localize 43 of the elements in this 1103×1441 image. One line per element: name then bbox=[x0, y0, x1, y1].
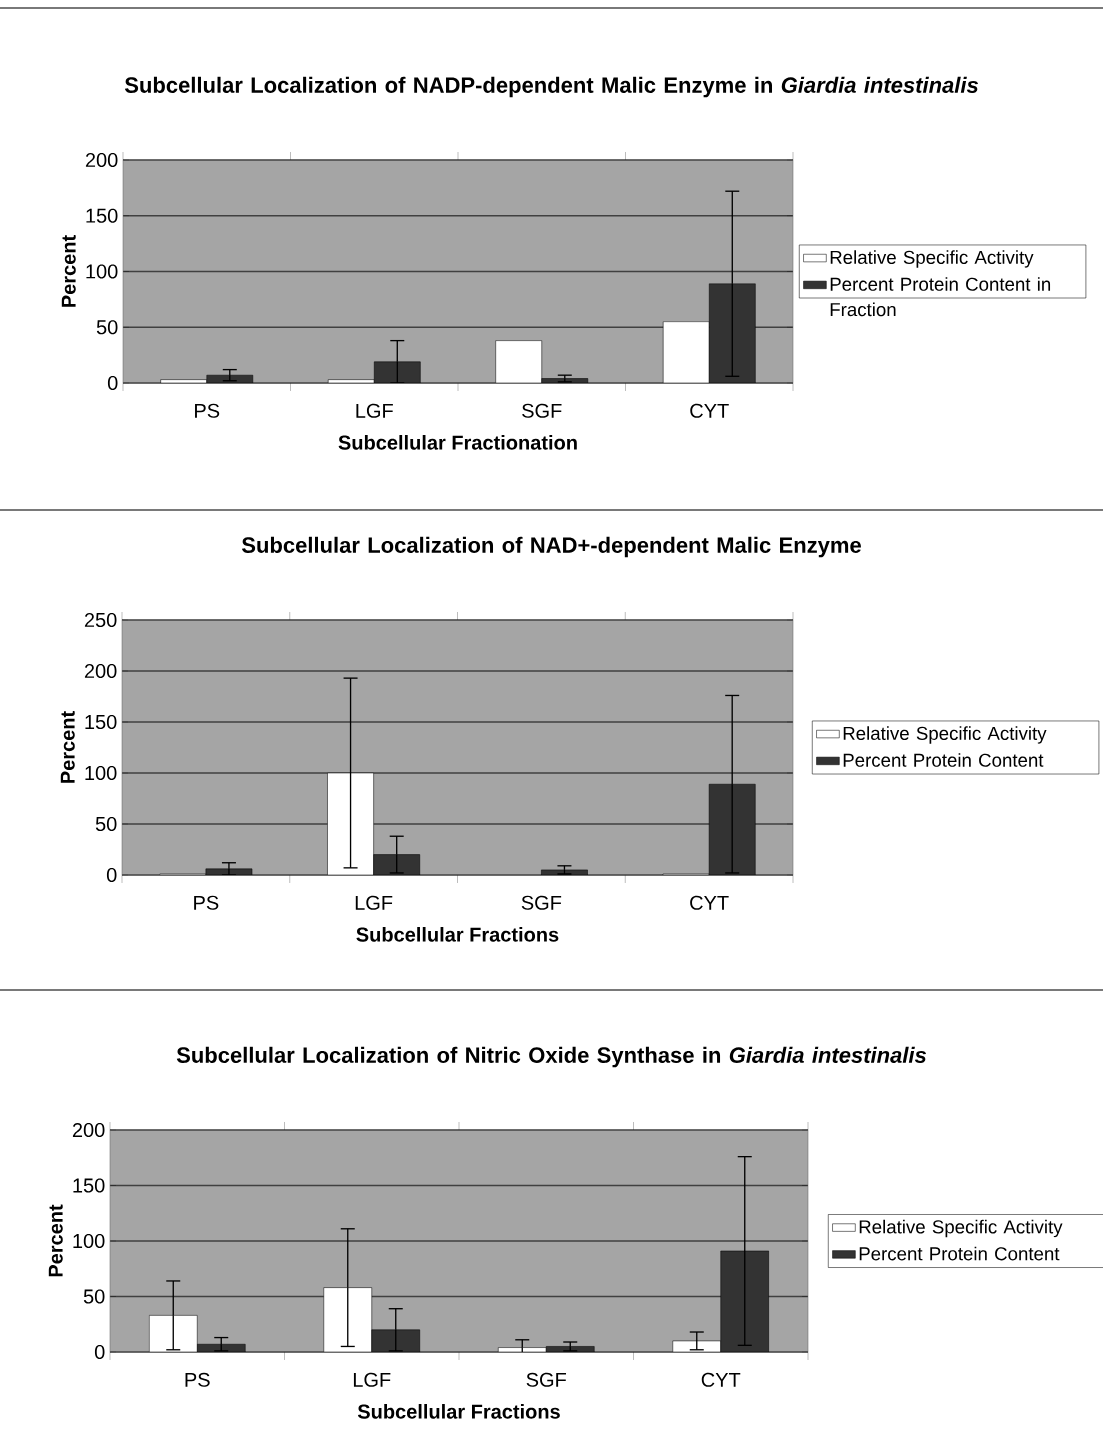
y-tick-label: 200 bbox=[84, 663, 117, 679]
x-axis-title: Subcellular Fractions bbox=[356, 927, 559, 942]
x-tick-label: CYT bbox=[690, 895, 729, 910]
x-tick-label: PS bbox=[194, 895, 219, 910]
x-tick-label: SGF bbox=[522, 403, 562, 418]
chart-title: Subcellular Localization of NADP-dependent Malic Enzyme in Giardia intestinalis bbox=[124, 76, 979, 98]
y-tick-label: 150 bbox=[86, 208, 118, 223]
y-tick-label: 50 bbox=[96, 320, 118, 335]
x-tick-label: CYT bbox=[701, 1372, 741, 1387]
y-tick-label: 0 bbox=[106, 867, 117, 883]
x-tick-label: LGF bbox=[355, 895, 393, 910]
x-tick-label: PS bbox=[185, 1372, 210, 1387]
y-tick-label: 100 bbox=[73, 1233, 105, 1249]
y-tick-label: 150 bbox=[85, 714, 117, 730]
y-axis-title: Percent bbox=[61, 235, 76, 307]
y-tick-label: 200 bbox=[72, 1122, 105, 1138]
y-tick-label: 100 bbox=[86, 264, 118, 279]
x-tick-label: PS bbox=[195, 403, 220, 418]
x-tick-label: SGF bbox=[526, 1372, 567, 1387]
chart-title: Subcellular Localization of NAD+-dependent Malic Enzyme bbox=[241, 536, 861, 558]
y-axis-title: Percent bbox=[48, 1204, 63, 1277]
y-tick-label: 200 bbox=[85, 152, 118, 168]
legend-label: Relative Specific Activity bbox=[843, 726, 1047, 744]
legend-label: Percent Protein Content bbox=[843, 753, 1044, 767]
y-tick-label: 250 bbox=[84, 612, 117, 628]
y-tick-label: 0 bbox=[107, 375, 118, 391]
y-tick-label: 150 bbox=[73, 1178, 105, 1193]
x-tick-label: CYT bbox=[690, 403, 729, 418]
y-axis-title: Percent bbox=[60, 711, 75, 783]
legend-label: Percent Protein Content bbox=[859, 1246, 1060, 1261]
chart-title: Subcellular Localization of Nitric Oxide Synthase in Giardia intestinalis bbox=[176, 1046, 927, 1068]
x-tick-label: LGF bbox=[353, 1372, 391, 1387]
y-tick-label: 50 bbox=[95, 816, 117, 832]
x-tick-label: LGF bbox=[356, 403, 393, 418]
y-tick-label: 50 bbox=[83, 1289, 105, 1304]
y-tick-label: 100 bbox=[85, 765, 117, 781]
x-tick-label: SGF bbox=[521, 895, 562, 910]
x-axis-title: Subcellular Fractions bbox=[357, 1404, 560, 1419]
legend-label: Relative Specific Activity bbox=[859, 1219, 1063, 1238]
legend-label: Percent Protein Content in Fraction bbox=[830, 277, 1051, 317]
x-axis-title: Subcellular Fractionation bbox=[338, 435, 577, 450]
legend-label: Relative Specific Activity bbox=[830, 250, 1034, 268]
y-tick-label: 0 bbox=[94, 1344, 105, 1360]
